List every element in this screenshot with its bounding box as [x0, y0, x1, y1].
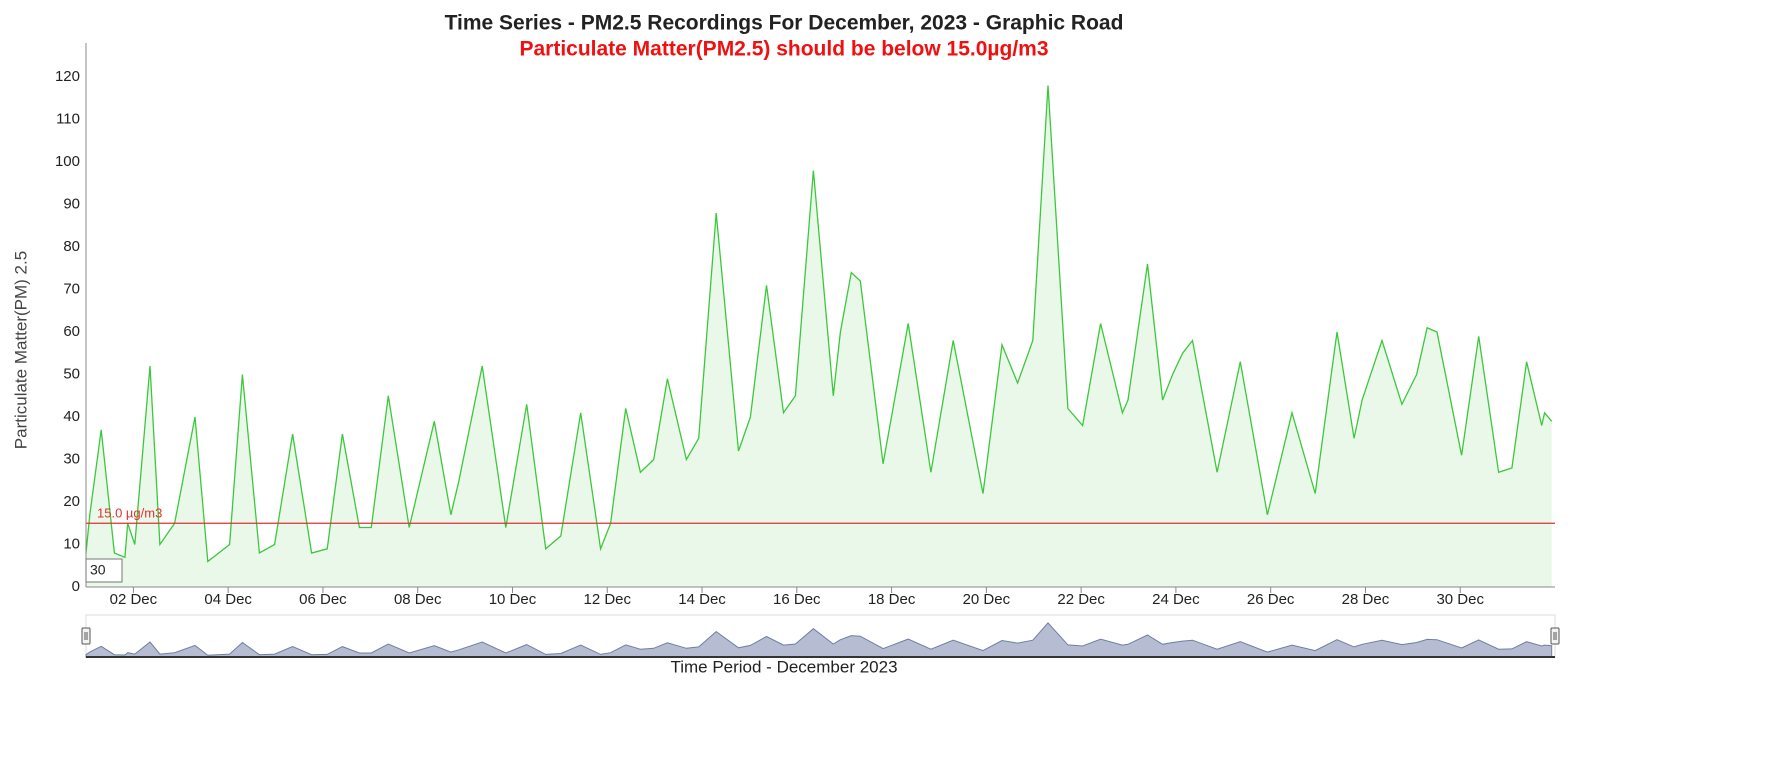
x-tick-label: 10 Dec	[489, 591, 537, 608]
x-tick-label: 24 Dec	[1152, 591, 1200, 608]
x-tick-label: 08 Dec	[394, 591, 442, 608]
x-tick-label: 14 Dec	[678, 591, 726, 608]
y-tick-label: 100	[55, 153, 80, 170]
navigator-handle[interactable]	[81, 627, 91, 645]
x-tick-label: 02 Dec	[110, 591, 158, 608]
x-tick-label: 30 Dec	[1436, 591, 1484, 608]
x-tick-label: 16 Dec	[773, 591, 821, 608]
y-tick-label: 30	[63, 450, 80, 467]
zoom-box[interactable]	[85, 558, 123, 583]
x-tick-label: 20 Dec	[963, 591, 1011, 608]
y-tick-label: 10	[63, 535, 80, 552]
x-tick-label: 26 Dec	[1247, 591, 1295, 608]
x-tick-label: 04 Dec	[204, 591, 252, 608]
zoom-label: 30	[90, 562, 106, 578]
y-tick-label: 110	[56, 110, 80, 127]
x-tick-label: 06 Dec	[299, 591, 347, 608]
y-tick-label: 20	[63, 493, 80, 510]
x-tick-label: 18 Dec	[868, 591, 916, 608]
x-tick-label: 12 Dec	[583, 591, 631, 608]
y-tick-label: 70	[63, 280, 80, 297]
y-tick-label: 40	[63, 408, 80, 425]
y-tick-label: 80	[63, 238, 80, 255]
x-tick-label: 28 Dec	[1342, 591, 1390, 608]
y-tick-label: 60	[63, 323, 80, 340]
x-axis-label: Time Period - December 2023	[670, 657, 897, 676]
chart-title: Time Series - PM2.5 Recordings For Decem…	[445, 12, 1124, 35]
navigator-handle[interactable]	[1550, 627, 1560, 645]
threshold-label: 15.0 µg/m3	[97, 506, 162, 521]
chart-subtitle: Particulate Matter(PM2.5) should be belo…	[519, 38, 1048, 61]
area	[86, 85, 1552, 587]
y-tick-label: 0	[72, 578, 80, 595]
y-tick-label: 90	[63, 195, 80, 212]
y-tick-label: 50	[63, 365, 80, 382]
y-tick-label: 120	[55, 68, 80, 85]
navigator-area	[85, 622, 1553, 658]
line	[85, 85, 1553, 563]
y-axis-label: Particulate Matter(PM) 2.5	[11, 251, 30, 449]
x-tick-label: 22 Dec	[1057, 591, 1105, 608]
